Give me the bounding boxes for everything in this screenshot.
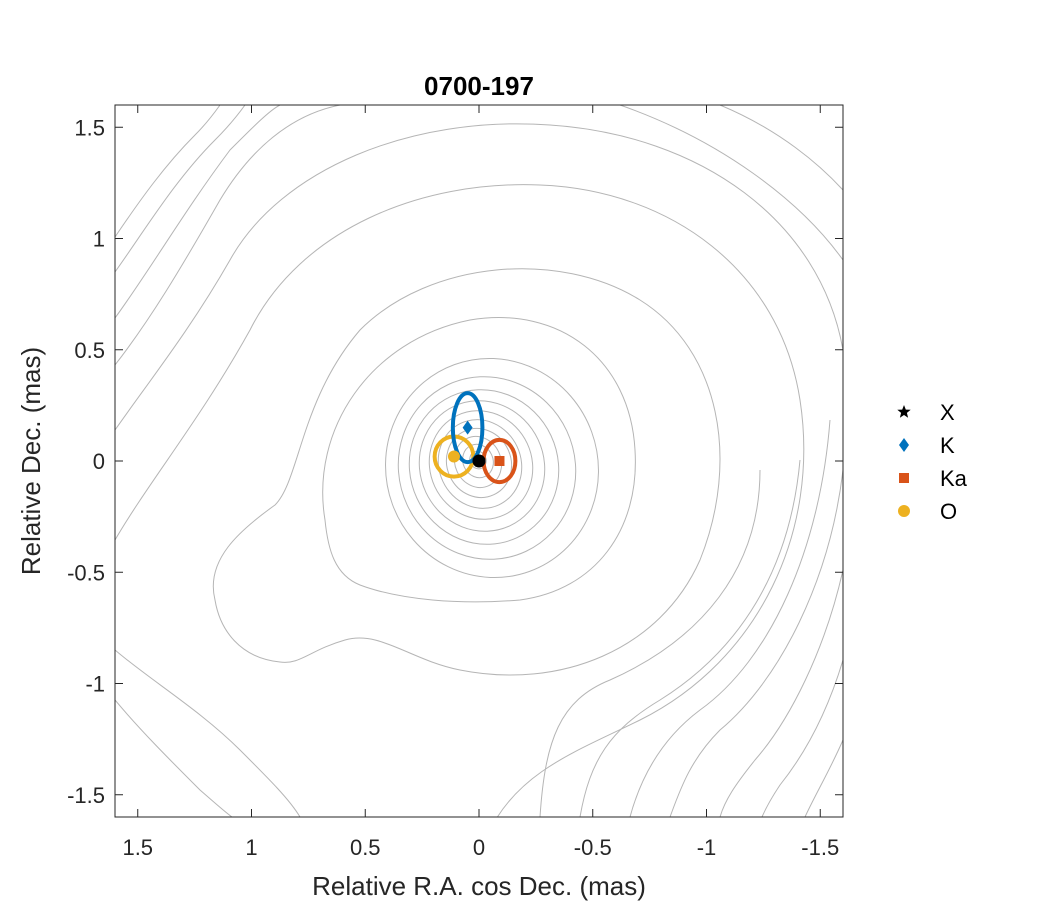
legend-marker-x — [897, 405, 911, 418]
legend-marker-k — [899, 438, 909, 452]
contour-line — [619, 105, 843, 261]
contour-line — [212, 268, 721, 676]
y-tick-label: -0.5 — [67, 560, 105, 585]
y-tick-label: 0 — [93, 449, 105, 474]
data-markers — [447, 420, 505, 467]
data-point-ka — [494, 456, 505, 466]
x-axis-label: Relative R.A. cos Dec. (mas) — [312, 871, 646, 901]
y-tick-label: -1.5 — [67, 783, 105, 808]
contour-line — [669, 469, 843, 817]
data-point-o — [447, 450, 460, 463]
y-axis-label: Relative Dec. (mas) — [16, 347, 46, 575]
x-tick-label: 1.5 — [122, 835, 153, 860]
contour-line — [385, 357, 599, 579]
contour-line — [428, 410, 534, 520]
x-tick-label: -0.5 — [574, 835, 612, 860]
contour-line — [804, 739, 843, 817]
contour-line — [761, 659, 843, 817]
y-tick-label: 1 — [93, 227, 105, 252]
contour-line — [115, 105, 281, 319]
data-point-x — [472, 454, 486, 467]
error-ellipses — [432, 391, 518, 485]
legend: XK Ka O — [897, 400, 968, 524]
x-tick-label: 0 — [473, 835, 485, 860]
legend-label-o: O — [940, 499, 957, 524]
y-tick-label: 1.5 — [74, 115, 105, 140]
contour-line — [115, 699, 233, 817]
contour-line — [719, 569, 843, 817]
contour-line — [437, 419, 523, 509]
legend-label-ka: Ka — [940, 466, 968, 491]
contour-line — [453, 436, 503, 488]
contour-line — [115, 105, 246, 273]
legend-marker-ka — [899, 473, 909, 483]
axis-ticks: 1.5 1 0.5 0 -0.5 -1 -1.5 -1.5 -1 -0.5 0 0.5 1 1.5 — [67, 105, 843, 860]
chart-title: 0700-197 — [424, 71, 534, 101]
contour-line — [115, 123, 843, 431]
contour-line — [115, 105, 221, 238]
contour-line — [579, 459, 801, 817]
legend-label-x: X — [940, 400, 955, 425]
contour-line — [719, 105, 843, 191]
x-tick-label: 1 — [245, 835, 257, 860]
x-tick-label: 0.5 — [350, 835, 381, 860]
y-tick-label: -1 — [85, 672, 105, 697]
contour-line — [115, 649, 301, 817]
contour-line — [322, 317, 636, 603]
contour-map — [115, 105, 843, 817]
contour-line — [115, 184, 805, 817]
x-tick-label: -1 — [697, 835, 717, 860]
data-point-k — [462, 420, 473, 435]
contour-line — [629, 419, 831, 817]
legend-marker-o — [898, 505, 910, 517]
x-tick-label: -1.5 — [801, 835, 839, 860]
contour-line — [397, 376, 577, 560]
y-tick-label: 0.5 — [74, 338, 105, 363]
legend-label-k: K — [940, 433, 955, 458]
contour-line — [115, 105, 341, 366]
error-ellipse-k — [450, 391, 485, 465]
contour-line — [408, 389, 560, 545]
contour-line — [539, 469, 761, 817]
